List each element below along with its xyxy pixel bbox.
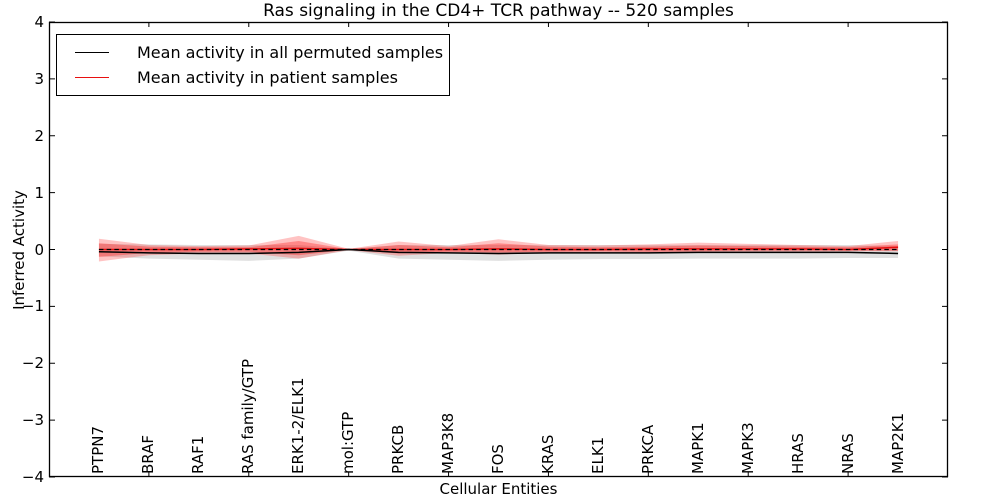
- legend-item: Mean activity in patient samples: [75, 68, 449, 87]
- y-tick-label: −1: [21, 297, 44, 316]
- x-axis-label: Cellular Entities: [439, 480, 558, 498]
- y-tick-label: 0: [34, 240, 44, 259]
- y-tick-label: −4: [21, 468, 44, 486]
- legend-item-label: Mean activity in all permuted samples: [137, 43, 444, 62]
- x-tick-label: PTPN7: [89, 425, 108, 474]
- x-tick-label: MAPK3: [738, 422, 757, 474]
- x-tick-label: RAF1: [189, 435, 208, 474]
- x-tick-label: MAP3K8: [439, 412, 458, 474]
- legend-line-sample-red: [75, 77, 109, 78]
- y-tick-label: −2: [21, 354, 44, 373]
- x-tick-label: RAS family/GTP: [239, 358, 258, 474]
- chart-title: Ras signaling in the CD4+ TCR pathway --…: [263, 1, 734, 21]
- x-tick-label: NRAS: [838, 433, 857, 474]
- y-tick-label: 2: [34, 126, 44, 145]
- x-tick-label: ELK1: [588, 436, 607, 474]
- x-tick-label: FOS: [489, 444, 507, 474]
- x-tick-label: HRAS: [788, 433, 807, 474]
- x-tick-label: MAP2K1: [888, 412, 907, 474]
- y-tick-label: 1: [34, 183, 44, 202]
- permuted-mean-line: [98, 248, 899, 255]
- x-tick-label: PRKCB: [389, 424, 408, 474]
- y-tick-label: 3: [34, 69, 44, 88]
- x-tick-label: PRKCA: [638, 424, 657, 474]
- x-tick-label: MAPK1: [688, 422, 707, 474]
- y-tick-label: −3: [21, 411, 44, 430]
- x-tick-label: KRAS: [538, 434, 557, 474]
- legend: Mean activity in all permuted samples Me…: [56, 34, 450, 96]
- legend-item-label: Mean activity in patient samples: [137, 68, 398, 87]
- x-tick-label: ERK1-2/ELK1: [289, 377, 308, 474]
- x-tick-label: mol:GTP: [339, 411, 358, 474]
- legend-item: Mean activity in all permuted samples: [75, 43, 449, 62]
- legend-line-sample-black: [75, 52, 109, 53]
- x-tick-label: BRAF: [139, 435, 158, 474]
- y-tick-label: 4: [34, 13, 44, 31]
